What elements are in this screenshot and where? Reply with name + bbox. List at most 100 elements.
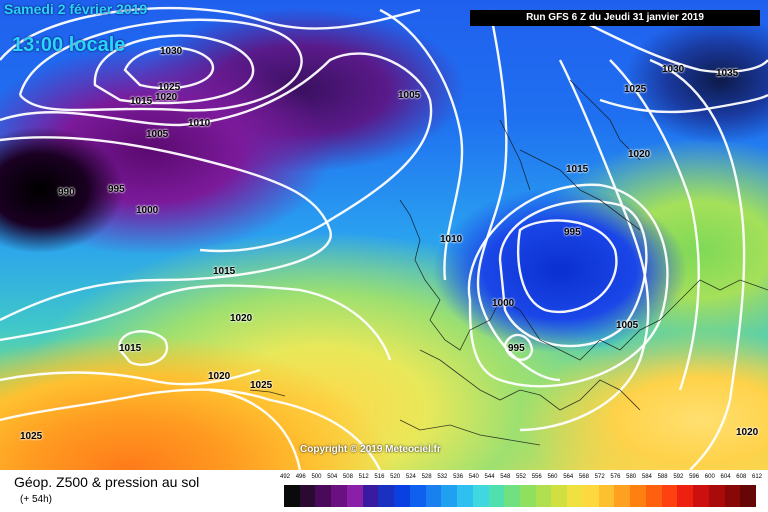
pressure-label: 1020 [736,427,759,438]
isobar-overlay [249,79,768,446]
scale-swatch [724,485,741,507]
footer: Géop. Z500 & pression au sol (+ 54h) 492… [0,470,768,512]
pressure-label: 1025 [624,84,647,95]
scale-label: 568 [578,474,589,480]
pressure-label: 1000 [492,298,515,309]
scale-swatch [346,485,363,507]
scale-label: 532 [437,474,448,480]
forecast-date: Samedi 2 février 2019 [4,1,148,17]
pressure-label: 995 [564,227,581,238]
pressure-label: 1000 [136,205,159,216]
scale-label: 556 [531,474,542,480]
color-scale: 492 496 500 504 508 512 516 520 524 528 532 536 540 5… [280,472,762,507]
scale-label: 504 [327,474,338,480]
scale-label: 552 [516,474,527,480]
scale-bar [284,485,757,507]
scale-swatch [535,485,552,507]
pressure-label: 1010 [188,118,211,129]
scale-swatch [472,485,489,507]
scale-labels: 492 496 500 504 508 512 516 520 524 528 532 536 540 5… [280,472,762,484]
scale-label: 536 [453,474,464,480]
pressure-label: 1020 [230,313,253,324]
scale-swatch [284,485,300,507]
scale-label: 496 [295,474,306,480]
scale-swatch [441,485,458,507]
scale-label: 500 [311,474,322,480]
scale-swatch [504,485,521,507]
scale-label: 544 [484,474,495,480]
scale-label: 564 [563,474,574,480]
scale-swatch [661,485,678,507]
scale-swatch [693,485,709,507]
scale-label: 572 [594,474,605,480]
forecast-offset: (+ 54h) [20,494,52,505]
pressure-label: 1010 [440,234,463,245]
scale-swatch [378,485,395,507]
pressure-label: 1015 [213,266,236,277]
scale-swatch [457,485,473,507]
scale-swatch [488,485,505,507]
scale-label: 608 [736,474,747,480]
scale-label: 540 [468,474,479,480]
scale-label: 596 [689,474,700,480]
pressure-label: 995 [508,343,525,354]
run-info: Run GFS 6 Z du Jeudi 31 janvier 2019 [470,10,760,26]
pressure-label: 1005 [146,129,169,140]
scale-swatch [299,485,316,507]
scale-swatch [331,485,347,507]
pressure-label: 1020 [628,149,651,160]
pressure-label: 1005 [616,320,639,331]
scale-swatch [598,485,615,507]
pressure-label: 1035 [716,68,739,79]
scale-label: 560 [547,474,558,480]
scale-label: 508 [342,474,353,480]
map-title: Géop. Z500 & pression au sol [14,474,200,490]
scale-label: 604 [720,474,731,480]
pressure-label: 1020 [155,92,178,103]
pressure-label: 1015 [119,343,142,354]
scale-swatch [551,485,568,507]
pressure-label: 1030 [160,46,183,57]
scale-label: 584 [641,474,652,480]
pressure-label: 990 [58,187,75,198]
scale-label: 524 [405,474,416,480]
scale-swatch [708,485,725,507]
scale-swatch [614,485,631,507]
pressure-label: 1025 [158,82,181,93]
pressure-label: 1005 [398,90,421,101]
scale-swatch [740,485,757,507]
scale-swatch [315,485,332,507]
scale-label: 576 [610,474,621,480]
scale-label: 528 [421,474,432,480]
scale-label: 520 [390,474,401,480]
scale-swatch [362,485,379,507]
scale-label: 592 [673,474,684,480]
pressure-label: 1015 [130,96,153,107]
weather-map: Samedi 2 février 2019 13:00 locale Run G… [0,0,768,470]
pressure-label: 1025 [250,380,273,391]
scale-label: 548 [500,474,511,480]
scale-swatch [645,485,662,507]
scale-label: 512 [358,474,369,480]
scale-swatch [677,485,694,507]
pressure-label: 995 [108,184,125,195]
pressure-label: 1025 [20,431,43,442]
scale-swatch [582,485,599,507]
scale-swatch [567,485,583,507]
forecast-time: 13:00 locale [12,34,126,56]
scale-swatch [425,485,442,507]
scale-label: 516 [374,474,385,480]
copyright-text: Copyright © 2019 Meteociel.fr [300,444,441,455]
scale-label: 492 [280,474,291,480]
scale-label: 600 [704,474,715,480]
scale-label: 580 [626,474,637,480]
scale-label: 588 [657,474,668,480]
pressure-label: 1015 [566,164,589,175]
scale-swatch [630,485,646,507]
scale-swatch [394,485,410,507]
pressure-label: 1030 [662,64,685,75]
scale-label: 612 [752,474,763,480]
pressure-label: 1020 [208,371,231,382]
scale-swatch [409,485,426,507]
scale-swatch [520,485,536,507]
